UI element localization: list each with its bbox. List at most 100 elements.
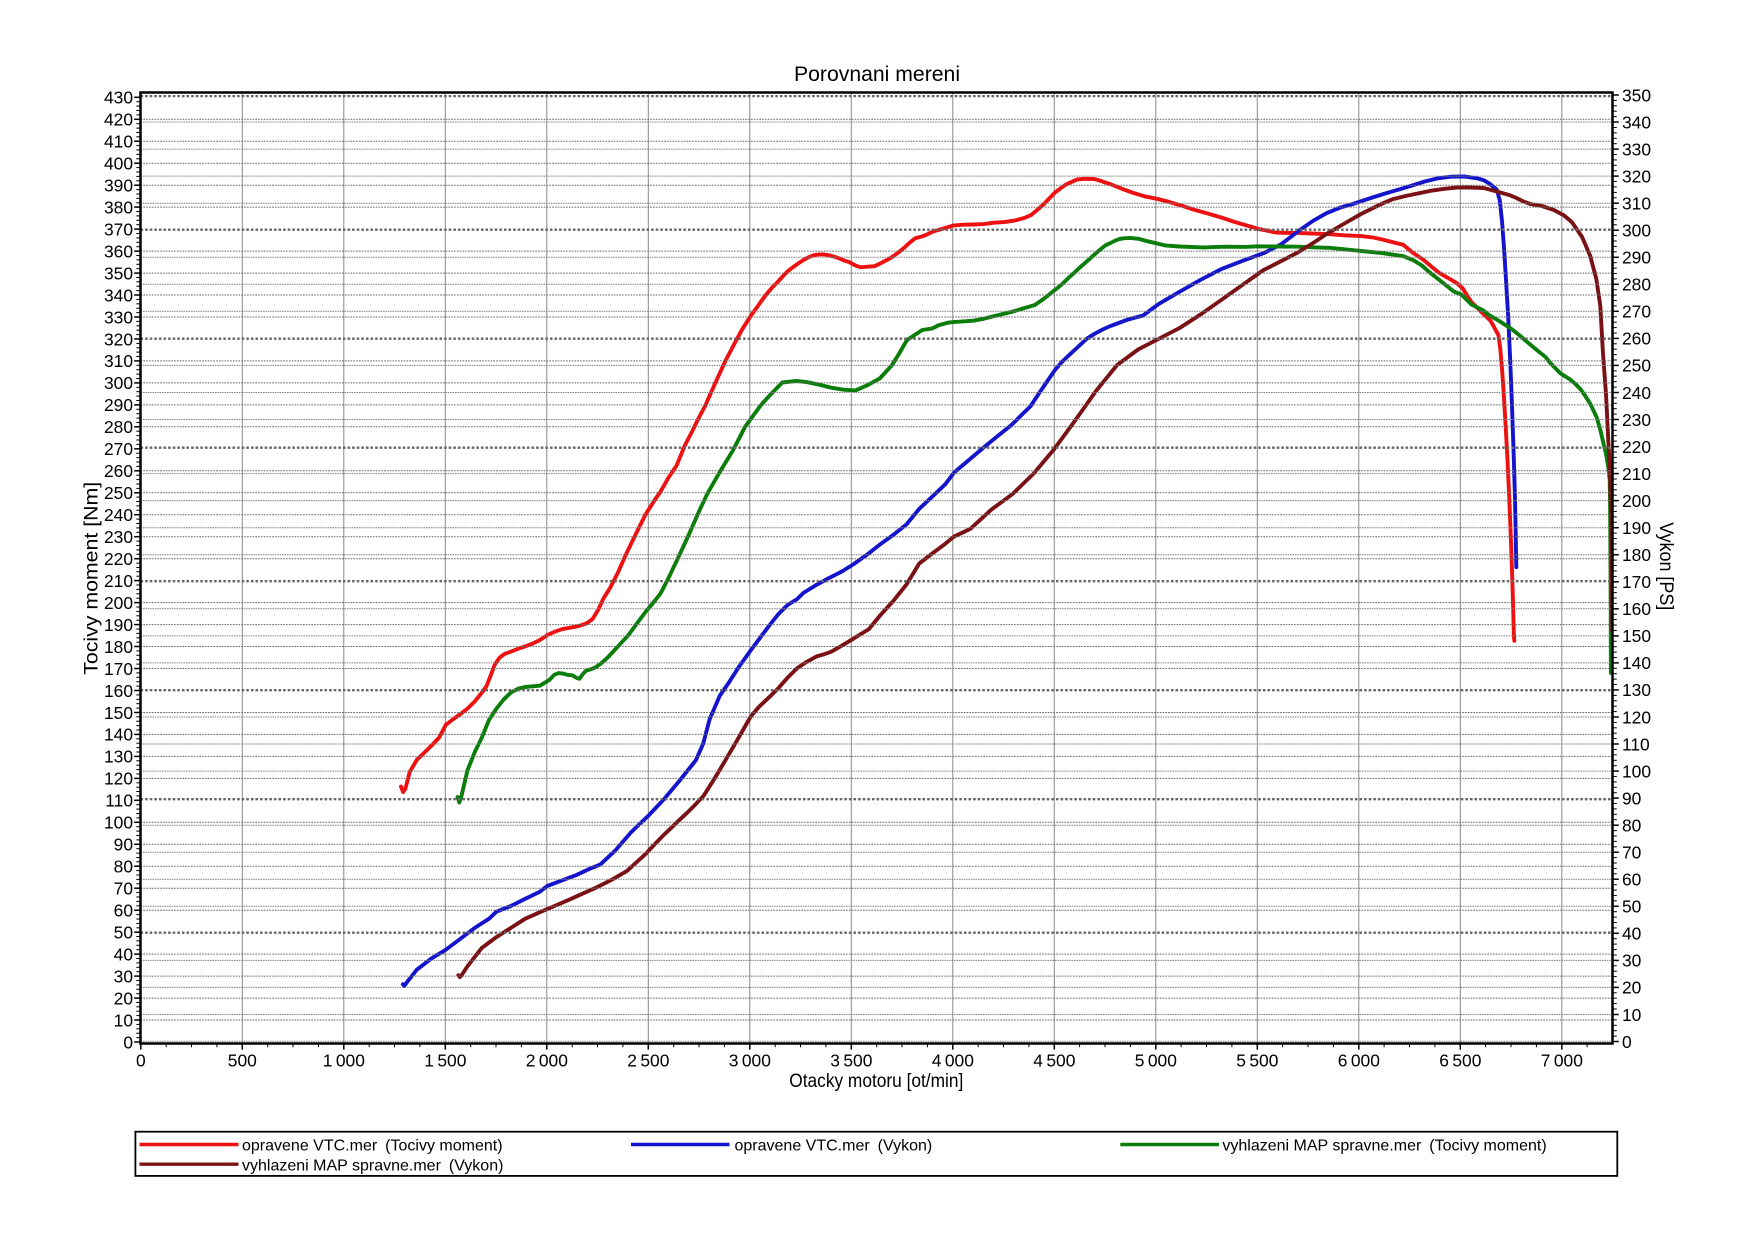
svg-text:6 000: 6 000: [1338, 1051, 1380, 1071]
svg-text:200: 200: [104, 593, 133, 613]
svg-text:100: 100: [104, 813, 133, 833]
svg-text:0: 0: [136, 1051, 146, 1071]
svg-text:80: 80: [114, 857, 133, 877]
svg-text:Otacky motoru [ot/min]: Otacky motoru [ot/min]: [789, 1070, 963, 1092]
svg-text:420: 420: [104, 110, 133, 130]
svg-text:290: 290: [104, 395, 133, 415]
svg-text:350: 350: [104, 263, 133, 283]
svg-text:220: 220: [104, 549, 133, 569]
svg-text:350: 350: [1622, 85, 1651, 105]
svg-text:140: 140: [104, 725, 133, 745]
svg-text:0: 0: [123, 1032, 133, 1052]
svg-text:280: 280: [1622, 275, 1651, 295]
svg-text:0: 0: [1622, 1032, 1632, 1052]
svg-text:240: 240: [1622, 383, 1651, 403]
svg-text:190: 190: [1622, 518, 1651, 538]
svg-text:5 000: 5 000: [1135, 1051, 1177, 1071]
svg-text:340: 340: [104, 285, 133, 305]
svg-text:170: 170: [104, 659, 133, 679]
svg-text:10: 10: [114, 1010, 133, 1030]
svg-text:5 500: 5 500: [1236, 1051, 1278, 1071]
svg-text:310: 310: [104, 351, 133, 371]
svg-text:360: 360: [104, 241, 133, 261]
svg-text:230: 230: [104, 527, 133, 547]
svg-text:280: 280: [104, 417, 133, 437]
svg-text:500: 500: [228, 1051, 257, 1071]
svg-text:400: 400: [104, 154, 133, 174]
svg-text:3 000: 3 000: [729, 1051, 771, 1071]
svg-text:90: 90: [1622, 788, 1641, 808]
svg-text:opravene VTC.mer (Tocivy momen: opravene VTC.mer (Tocivy moment): [242, 1138, 503, 1155]
svg-text:4 000: 4 000: [932, 1051, 974, 1071]
svg-text:430: 430: [104, 88, 133, 108]
svg-text:4 500: 4 500: [1033, 1051, 1075, 1071]
svg-text:260: 260: [104, 461, 133, 481]
svg-text:290: 290: [1622, 248, 1651, 268]
svg-text:310: 310: [1622, 194, 1651, 214]
svg-text:20: 20: [1622, 978, 1641, 998]
svg-text:vyhlazeni MAP spravne.mer (Toc: vyhlazeni MAP spravne.mer (Tocivy moment…: [1222, 1138, 1546, 1155]
svg-text:120: 120: [104, 769, 133, 789]
svg-text:Tocivy moment [Nm]: Tocivy moment [Nm]: [81, 482, 103, 675]
svg-text:230: 230: [1622, 410, 1651, 430]
svg-text:250: 250: [1622, 356, 1651, 376]
svg-text:190: 190: [104, 615, 133, 635]
svg-text:20: 20: [114, 988, 133, 1008]
svg-text:180: 180: [104, 637, 133, 657]
svg-text:100: 100: [1622, 761, 1651, 781]
svg-text:270: 270: [1622, 302, 1651, 322]
svg-text:110: 110: [1622, 734, 1650, 754]
svg-text:300: 300: [104, 373, 133, 393]
svg-text:10: 10: [1622, 1005, 1641, 1025]
svg-text:200: 200: [1622, 491, 1651, 511]
svg-text:80: 80: [1622, 816, 1641, 836]
svg-text:70: 70: [114, 879, 133, 899]
svg-text:40: 40: [1622, 924, 1641, 944]
svg-text:180: 180: [1622, 545, 1651, 565]
svg-text:Vykon [PS]: Vykon [PS]: [1655, 522, 1677, 610]
svg-text:260: 260: [1622, 329, 1651, 349]
svg-text:70: 70: [1622, 843, 1641, 863]
svg-text:210: 210: [1622, 464, 1651, 484]
svg-text:340: 340: [1622, 112, 1651, 132]
svg-text:120: 120: [1622, 707, 1651, 727]
svg-text:220: 220: [1622, 437, 1651, 457]
svg-text:40: 40: [114, 944, 133, 964]
svg-text:1 000: 1 000: [323, 1051, 365, 1071]
svg-text:320: 320: [104, 329, 133, 349]
svg-text:3 500: 3 500: [830, 1051, 872, 1071]
svg-text:390: 390: [104, 176, 133, 196]
svg-text:50: 50: [114, 923, 133, 943]
svg-text:opravene VTC.mer (Vykon): opravene VTC.mer (Vykon): [735, 1138, 933, 1155]
svg-text:320: 320: [1622, 166, 1651, 186]
svg-text:330: 330: [1622, 139, 1651, 159]
svg-text:160: 160: [104, 681, 133, 701]
svg-text:150: 150: [1622, 626, 1651, 646]
svg-text:130: 130: [104, 747, 133, 767]
svg-text:50: 50: [1622, 897, 1641, 917]
svg-text:270: 270: [104, 439, 133, 459]
svg-text:60: 60: [1622, 870, 1641, 890]
svg-text:140: 140: [1622, 653, 1651, 673]
svg-text:300: 300: [1622, 221, 1651, 241]
svg-text:7 000: 7 000: [1541, 1051, 1583, 1071]
svg-text:2 500: 2 500: [627, 1051, 669, 1071]
svg-text:30: 30: [1622, 951, 1641, 971]
svg-text:2 000: 2 000: [526, 1051, 568, 1071]
svg-text:330: 330: [104, 307, 133, 327]
svg-text:30: 30: [114, 966, 133, 986]
svg-text:410: 410: [104, 132, 133, 152]
svg-text:1 500: 1 500: [424, 1051, 466, 1071]
svg-text:370: 370: [104, 219, 133, 239]
svg-text:110: 110: [105, 791, 133, 811]
svg-text:170: 170: [1622, 572, 1651, 592]
svg-text:Porovnani mereni: Porovnani mereni: [794, 63, 960, 86]
svg-text:6 500: 6 500: [1439, 1051, 1481, 1071]
svg-text:380: 380: [104, 197, 133, 217]
svg-text:250: 250: [104, 483, 133, 503]
svg-text:160: 160: [1622, 599, 1651, 619]
svg-text:150: 150: [104, 703, 133, 723]
svg-text:60: 60: [114, 901, 133, 921]
svg-text:90: 90: [114, 835, 133, 855]
svg-text:130: 130: [1622, 680, 1651, 700]
